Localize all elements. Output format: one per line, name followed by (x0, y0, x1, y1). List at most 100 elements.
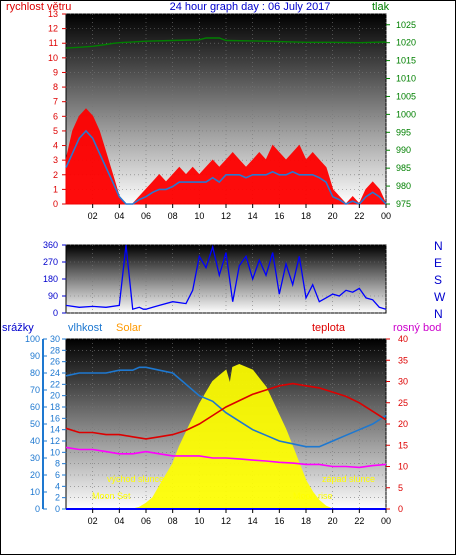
direction-tick-label: 180 (43, 274, 58, 284)
humidity-solar-temperature-chart: východ slunce západ slunce Moon Set Moon ri… (2, 322, 441, 526)
precipitation-tick-label: 30 (30, 453, 40, 463)
pressure-tick-label: 985 (396, 163, 411, 173)
wind-direction-line (65, 244, 387, 311)
climate-x-tick-label: 06 (141, 516, 151, 526)
temperature-tick-label: 30 (398, 377, 408, 387)
wind-x-tick-label: 14 (248, 211, 258, 221)
solar-axis-label: Solar (116, 322, 142, 334)
wind-x-tick-label: 20 (328, 211, 338, 221)
precipitation-tick-label: 10 (30, 487, 40, 497)
precipitation-tick-label: 90 (30, 351, 40, 361)
wind-y-tick-label: 7 (53, 97, 58, 107)
dew-point-axis-label: rosný bod (393, 322, 441, 334)
wind-x-tick-label: 04 (114, 211, 124, 221)
pressure-tick-label: 1015 (396, 56, 416, 66)
temperature-tick-label: 0 (398, 504, 403, 514)
humidity-tick-label: 30 (50, 334, 60, 344)
wind-y-tick-label: 0 (53, 199, 58, 209)
wind-x-tick-label: 02 (88, 211, 98, 221)
humidity-line (65, 366, 387, 448)
dew-point-line (65, 446, 387, 469)
pressure-axis-label: tlak (372, 1, 390, 13)
wind-x-tick-label: 00 (381, 211, 391, 221)
climate-x-tick-label: 04 (114, 516, 124, 526)
solar-area (66, 363, 386, 510)
wind-y-tick-label: 5 (53, 126, 58, 136)
humidity-tick-label: 6 (55, 470, 60, 480)
wind-y-tick-label: 4 (53, 141, 58, 151)
chart-title: 24 hour graph day : 06 July 2017 (170, 1, 331, 13)
compass-tick-label: S (434, 273, 442, 287)
precipitation-tick-label: 50 (30, 419, 40, 429)
precipitation-tick-label: 0 (35, 504, 40, 514)
pressure-tick-label: 1020 (396, 38, 416, 48)
wind-x-tick-label: 22 (354, 211, 364, 221)
wind-speed-axis-label: rychlost větru (6, 1, 71, 13)
wind-x-tick-label: 12 (221, 211, 231, 221)
temperature-tick-label: 15 (398, 440, 408, 450)
temperature-tick-label: 5 (398, 483, 403, 493)
precipitation-tick-label: 60 (30, 402, 40, 412)
wind-y-tick-label: 9 (53, 67, 58, 77)
humidity-tick-label: 16 (50, 413, 60, 423)
humidity-tick-label: 2 (55, 493, 60, 503)
temperature-axis-label: teplota (312, 322, 346, 334)
climate-x-tick-label: 08 (168, 516, 178, 526)
wind-y-tick-label: 11 (49, 38, 58, 48)
temperature-line (65, 382, 387, 440)
pressure-tick-label: 980 (396, 181, 411, 191)
climate-x-tick-label: 20 (328, 516, 338, 526)
temperature-tick-label: 10 (398, 462, 408, 472)
wind-y-tick-label: 12 (48, 24, 58, 34)
humidity-tick-label: 14 (50, 425, 60, 435)
wind-y-tick-label: 10 (48, 53, 58, 63)
climate-x-tick-label: 12 (221, 516, 231, 526)
wind-y-tick-label: 8 (53, 82, 58, 92)
humidity-tick-label: 26 (50, 357, 60, 367)
humidity-tick-label: 28 (50, 345, 60, 355)
pressure-line (65, 37, 387, 49)
wind-x-tick-label: 16 (274, 211, 284, 221)
humidity-tick-label: 4 (55, 481, 60, 491)
wind-y-tick-label: 2 (53, 170, 58, 180)
moon-rise-annotation: Moon rise (293, 491, 333, 501)
precipitation-tick-label: 70 (30, 385, 40, 395)
moon-set-annotation: Moon Set (92, 491, 131, 501)
pressure-tick-label: 975 (396, 199, 411, 209)
climate-x-tick-label: 10 (194, 516, 204, 526)
humidity-tick-label: 22 (50, 379, 60, 389)
humidity-tick-label: 18 (50, 402, 60, 412)
pressure-tick-label: 1025 (396, 20, 416, 30)
climate-x-tick-label: 00 (381, 516, 391, 526)
climate-x-tick-label: 02 (88, 516, 98, 526)
climate-x-tick-label: 22 (354, 516, 364, 526)
humidity-axis-label: vlhkost (68, 322, 102, 334)
compass-tick-label: W (434, 290, 446, 304)
climate-x-tick-label: 16 (274, 516, 284, 526)
precipitation-tick-label: 100 (25, 334, 40, 344)
temperature-tick-label: 35 (398, 355, 408, 365)
wind-x-tick-label: 10 (194, 211, 204, 221)
humidity-tick-label: 10 (50, 447, 60, 457)
humidity-tick-label: 8 (55, 459, 60, 469)
temperature-tick-label: 40 (398, 334, 408, 344)
wind-x-tick-label: 08 (168, 211, 178, 221)
direction-tick-label: 0 (53, 308, 58, 318)
wind-y-tick-label: 3 (53, 155, 58, 165)
wind-x-tick-label: 06 (141, 211, 151, 221)
humidity-tick-label: 0 (55, 504, 60, 514)
wind-y-tick-label: 1 (53, 184, 58, 194)
temperature-tick-label: 25 (398, 398, 408, 408)
precipitation-tick-label: 40 (30, 436, 40, 446)
pressure-tick-label: 1000 (396, 109, 416, 119)
sunset-annotation: západ slunce (322, 474, 375, 484)
wind-y-tick-label: 13 (48, 9, 58, 19)
direction-tick-label: 90 (48, 291, 58, 301)
direction-tick-label: 360 (43, 240, 58, 250)
sunrise-annotation: východ slunce (107, 474, 164, 484)
compass-tick-label: E (434, 256, 442, 270)
pressure-tick-label: 990 (396, 145, 411, 155)
